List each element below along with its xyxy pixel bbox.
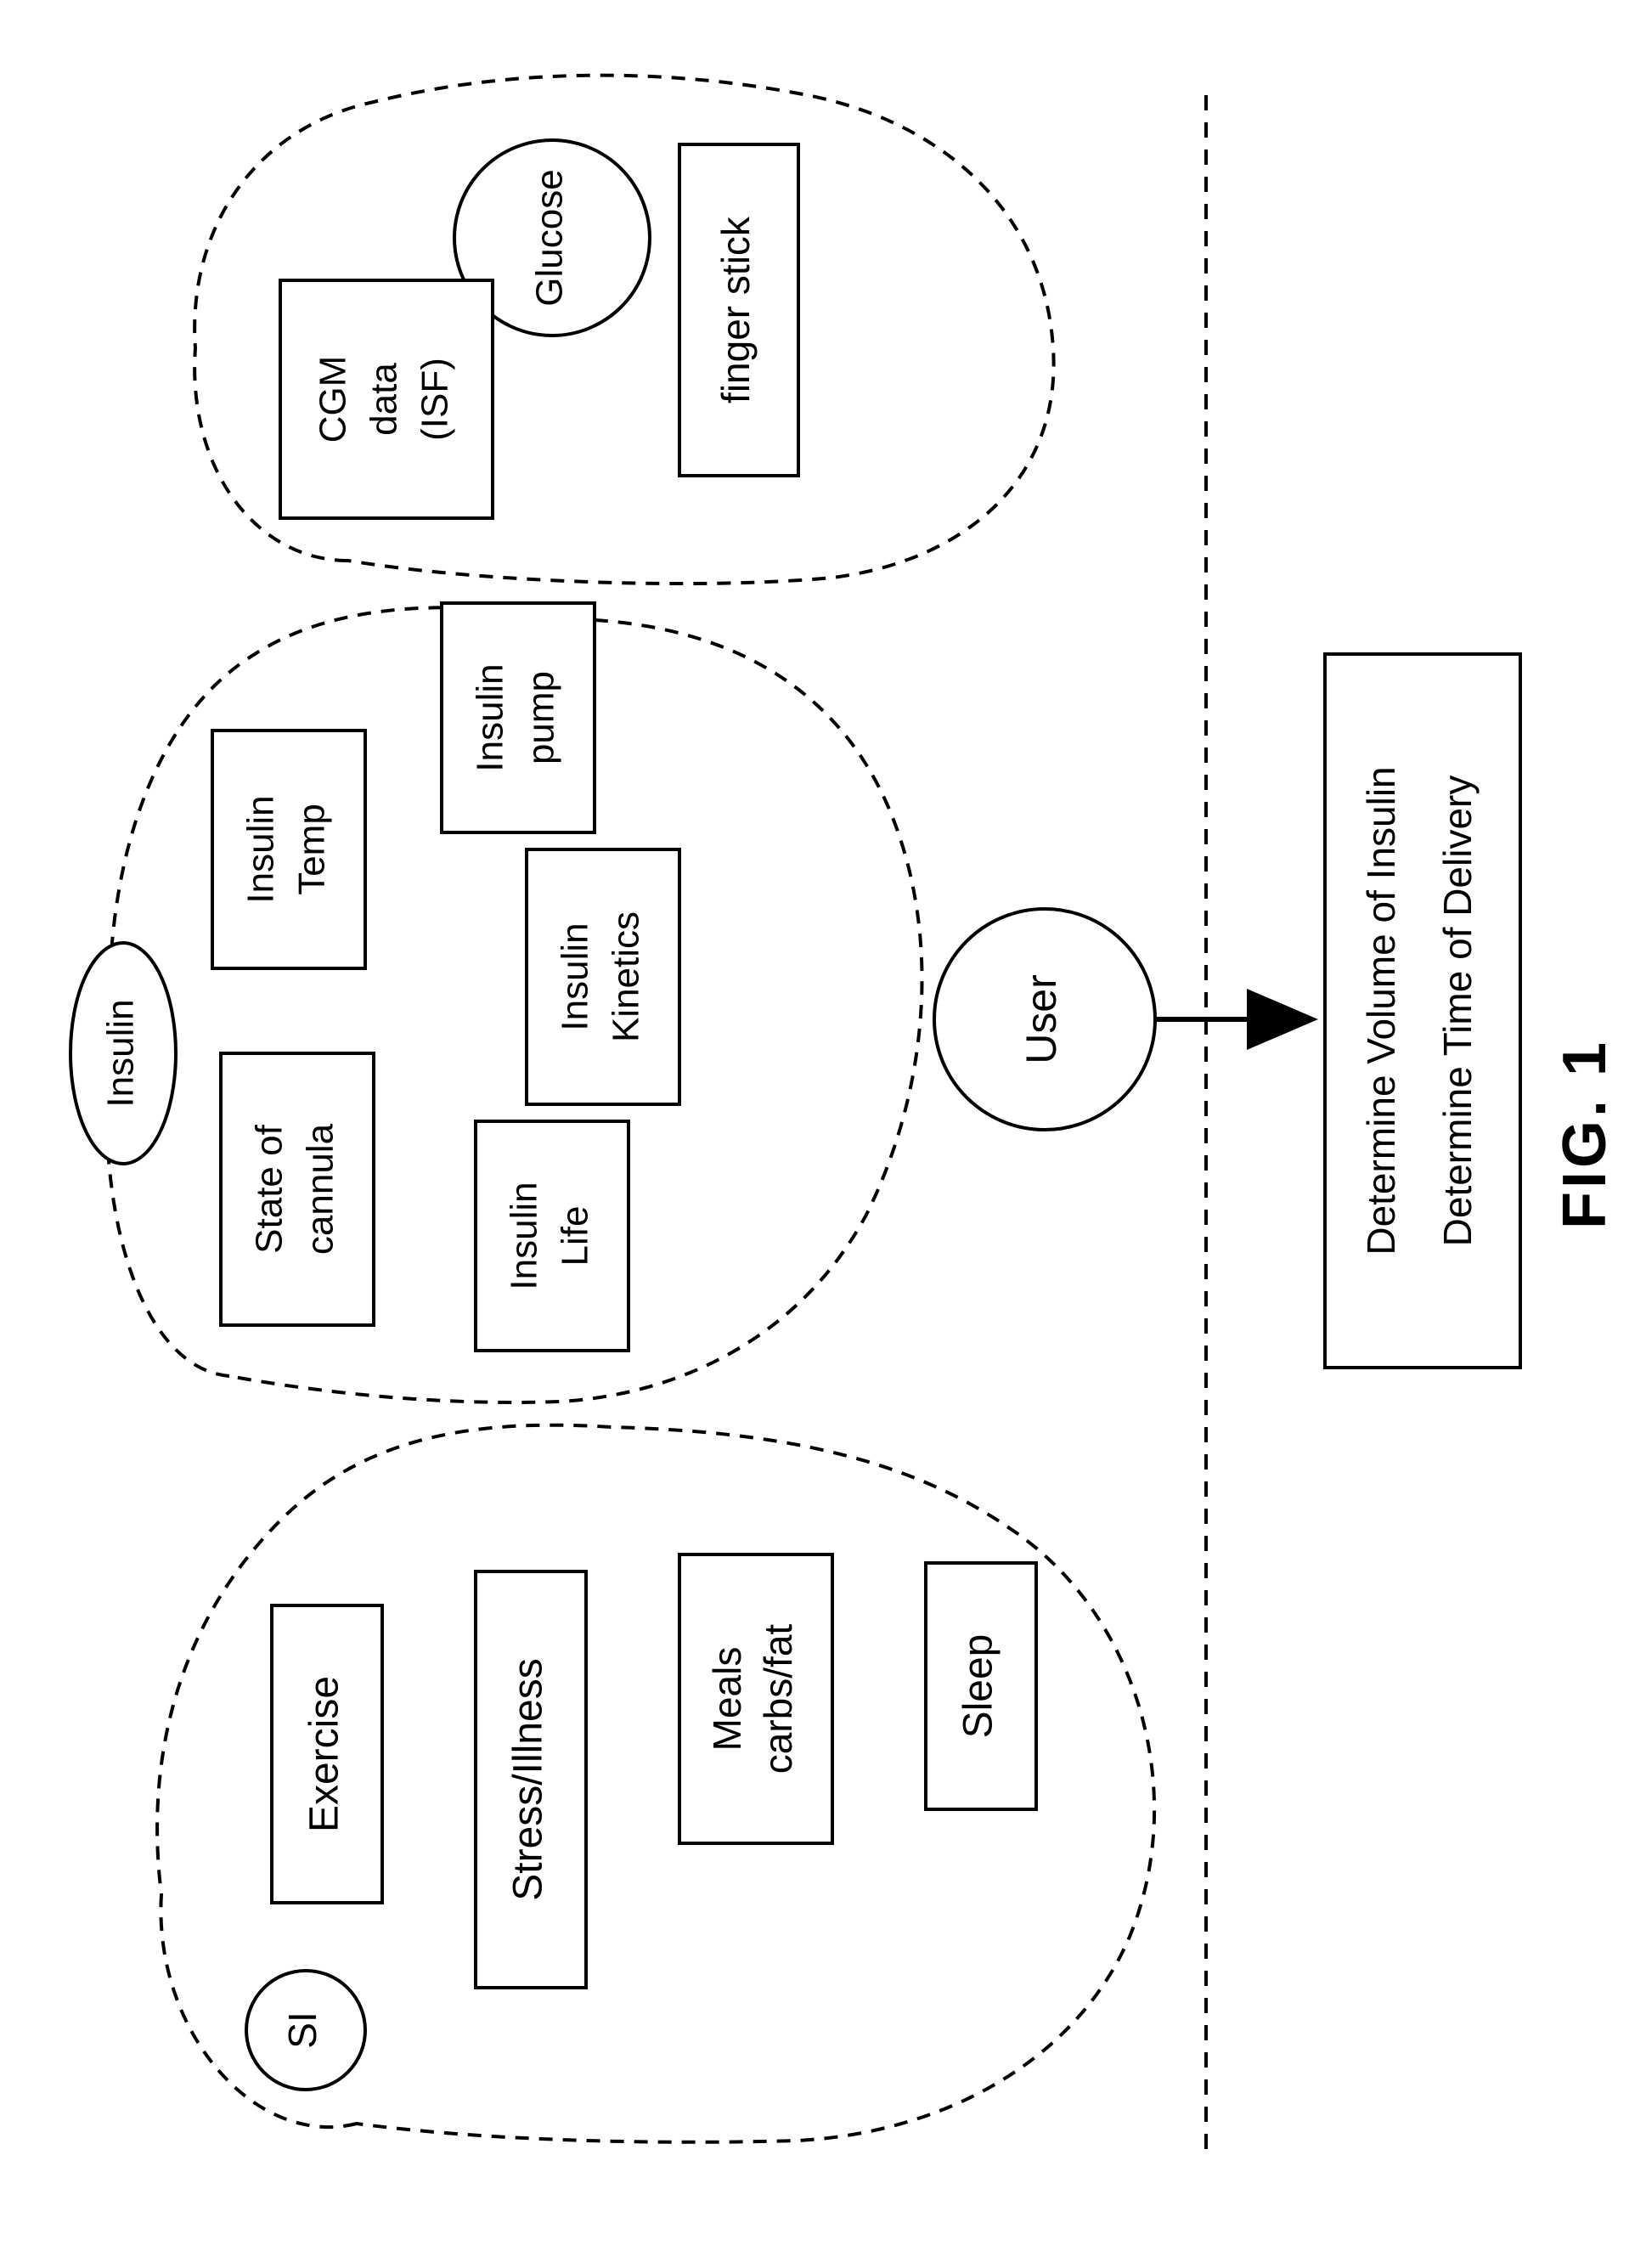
- box-stress-illness: Stress/Illness: [476, 1571, 586, 1988]
- output-line1: Determine Volume of Insulin: [1359, 766, 1403, 1255]
- si-label-text: SI: [280, 2011, 324, 2048]
- box-meals: Meals carbs/fat: [679, 1554, 832, 1843]
- user-label: User: [1017, 974, 1065, 1064]
- box-exercise: Exercise: [272, 1605, 382, 1903]
- glucose-label-text: Glucose: [529, 169, 571, 306]
- sleep-label: Sleep: [956, 1634, 1001, 1739]
- diagram-stage: SI Exercise Stress/Illness Meals carbs/f…: [0, 0, 1646, 2268]
- group-insulin-outline: [107, 607, 922, 1402]
- cgm-l2: data: [364, 363, 405, 436]
- box-insulin-pump: Insulin pump: [442, 603, 595, 832]
- insulin-label-text: Insulin: [100, 999, 142, 1107]
- box-insulin-temp: Insulin Temp: [212, 731, 365, 968]
- insulin-kin-l2: Kinetics: [606, 911, 647, 1042]
- cannula-l2: cannula: [300, 1123, 341, 1255]
- group-glucose-outline: [194, 76, 1053, 584]
- cgm-l1: CGM: [313, 356, 354, 443]
- box-insulin-kinetics: Insulin Kinetics: [527, 849, 679, 1104]
- insulin-kin-l1: Insulin: [555, 922, 596, 1030]
- si-label-circle: [246, 1971, 365, 2090]
- user-circle: [934, 909, 1155, 1130]
- finger-stick-label: finger stick: [713, 216, 758, 403]
- glucose-label-circle: [454, 140, 650, 336]
- exercise-label: Exercise: [302, 1676, 347, 1832]
- stress-illness-label: Stress/Illness: [506, 1658, 551, 1900]
- box-output: Determine Volume of Insulin Determine Ti…: [1325, 654, 1520, 1368]
- insulin-life-l1: Insulin: [504, 1182, 545, 1289]
- group-si-outline: [157, 1425, 1154, 2142]
- box-state-of-cannula: State of cannula: [221, 1053, 374, 1325]
- figure-label: FIG. 1: [1551, 1039, 1619, 1229]
- diagram-svg: SI Exercise Stress/Illness Meals carbs/f…: [0, 0, 1646, 2268]
- insulin-life-l2: Life: [555, 1206, 596, 1267]
- meals-label-line1: Meals: [705, 1647, 749, 1752]
- insulin-label-ellipse: [70, 943, 176, 1164]
- output-line2: Determine Time of Delivery: [1435, 776, 1480, 1247]
- insulin-pump-l1: Insulin: [470, 663, 511, 771]
- insulin-pump-l2: pump: [521, 671, 562, 764]
- cgm-l3: (ISF): [414, 358, 456, 441]
- cannula-l1: State of: [249, 1124, 290, 1253]
- insulin-temp-l2: Temp: [291, 804, 333, 895]
- box-finger-stick: finger stick: [679, 144, 798, 476]
- meals-label-line2: carbs/fat: [756, 1624, 800, 1774]
- box-sleep: Sleep: [926, 1563, 1036, 1809]
- box-cgm-data: CGM data (ISF): [280, 280, 493, 518]
- box-insulin-life: Insulin Life: [476, 1121, 629, 1351]
- insulin-temp-l1: Insulin: [240, 795, 282, 903]
